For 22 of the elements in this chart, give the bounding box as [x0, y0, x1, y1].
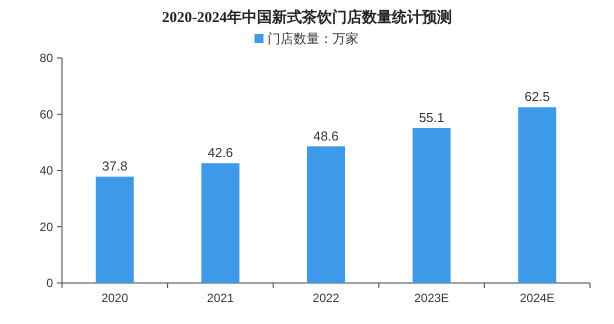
- bar: [412, 128, 451, 283]
- bar: [306, 146, 346, 283]
- y-tick-label: 0: [46, 276, 54, 290]
- y-tick-label: 80: [40, 51, 54, 65]
- y-tick-label: 40: [40, 164, 54, 178]
- data-label: 42.6: [208, 145, 234, 160]
- data-label: 48.6: [313, 128, 339, 144]
- x-tick-label: 2023E: [414, 291, 449, 305]
- y-tick-label: 60: [40, 107, 54, 122]
- bar: [518, 107, 556, 283]
- x-tick-label: 2024E: [520, 291, 555, 305]
- bar: [96, 176, 134, 283]
- y-tick-label: 20: [40, 220, 54, 234]
- x-tick-label: 2021: [207, 291, 234, 305]
- data-label: 55.1: [418, 110, 444, 126]
- x-tick-label: 2022: [312, 291, 340, 305]
- chart-title: 2020-2024年中国新式茶饮门店数量统计预测: [162, 8, 452, 26]
- x-tick-label: 2020: [101, 291, 128, 305]
- data-label: 62.5: [524, 89, 550, 104]
- bar: [201, 163, 240, 283]
- legend-label: 门店数量：万家: [268, 31, 358, 46]
- data-label: 37.8: [102, 158, 128, 174]
